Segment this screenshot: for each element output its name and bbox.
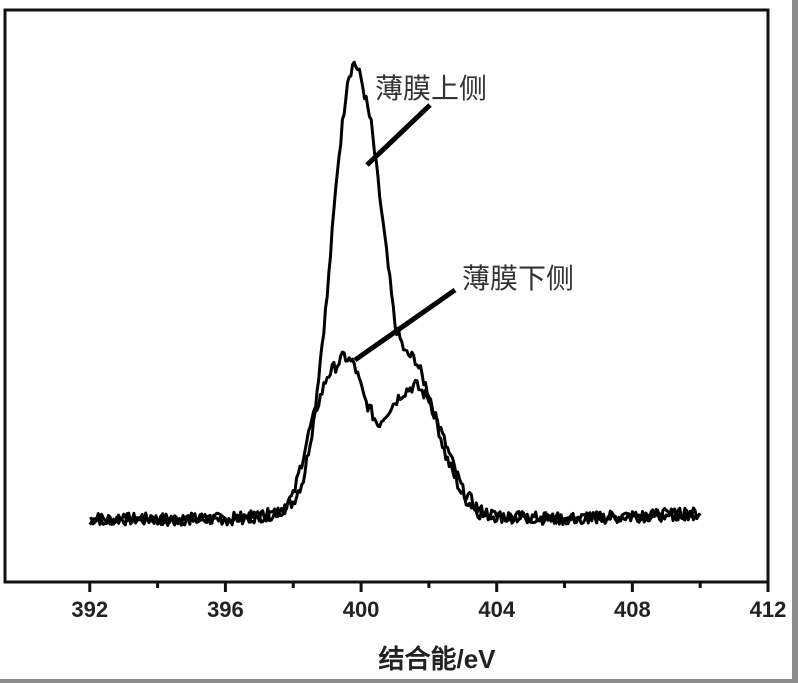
x-axis-ticks: 392 396 400 404 408 412: [71, 582, 786, 622]
series-line-upper-side: [89, 60, 702, 527]
x-tick-label: 392: [71, 597, 108, 622]
annotation-upper: 薄膜上侧: [375, 73, 487, 104]
x-tick-label: 404: [478, 597, 515, 622]
x-axis-label: 结合能/eV: [378, 644, 496, 674]
x-tick-label: 396: [207, 597, 244, 622]
series-line-lower-side: [88, 350, 702, 527]
bottom-border: [0, 679, 798, 683]
right-border: [792, 0, 798, 683]
x-tick-label: 400: [343, 597, 380, 622]
series-lines: [88, 60, 702, 527]
plot-frame: [3, 8, 770, 584]
annotation-lower: 薄膜下侧: [462, 263, 574, 294]
annotation-leader-upper: [365, 103, 432, 167]
annotation-leader-lower: [353, 287, 457, 363]
x-tick-label: 412: [750, 597, 787, 622]
x-tick-label: 408: [614, 597, 651, 622]
